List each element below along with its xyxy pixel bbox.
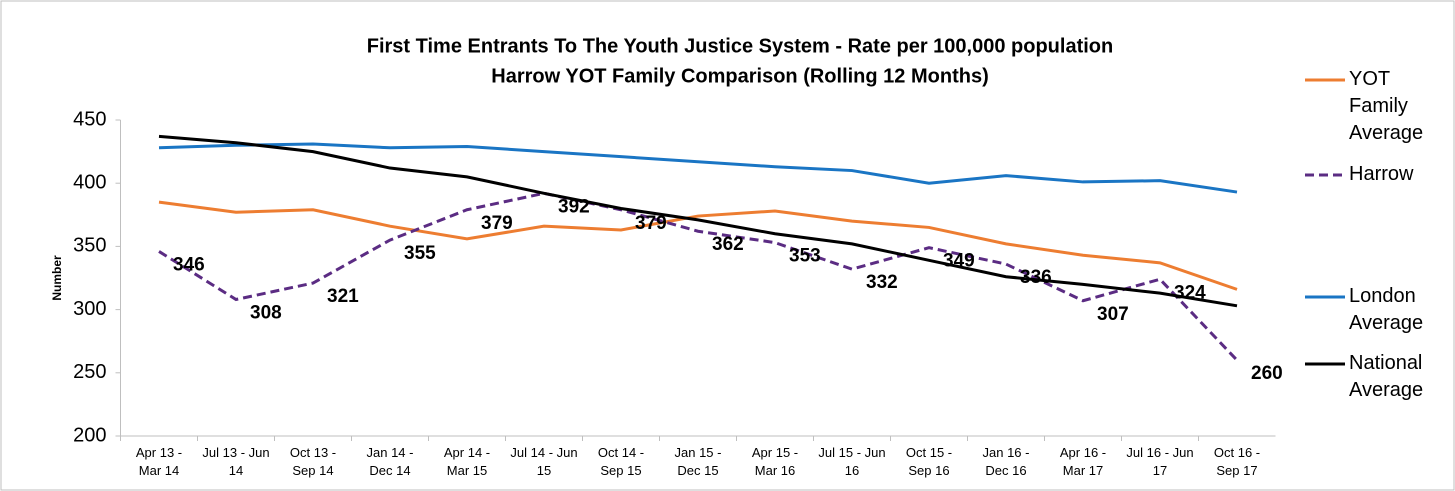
x-tick-label: Apr 14 - Mar 15	[443, 445, 491, 478]
chart-title: First Time Entrants To The Youth Justice…	[367, 35, 1113, 57]
y-tick-label: 300	[73, 298, 106, 320]
y-axis-label: Number	[50, 255, 64, 301]
x-tick-label: Jul 16 - Jun 17	[1126, 445, 1194, 478]
x-tick-label: Apr 16 - Mar 17	[1059, 445, 1107, 478]
x-tick-label: Apr 13 - Mar 14	[135, 445, 183, 478]
legend-label: National Average	[1349, 352, 1424, 401]
data-label: 379	[481, 213, 513, 234]
series-line	[158, 200, 1238, 291]
data-label: 379	[635, 213, 667, 234]
data-label: 355	[404, 243, 436, 264]
data-label: 260	[1251, 363, 1283, 384]
data-label: 336	[1020, 267, 1052, 288]
y-tick-label: 200	[73, 424, 106, 446]
x-tick-label: Jan 15 - Dec 15	[674, 445, 722, 478]
y-tick-label: 250	[73, 361, 106, 383]
data-label: 362	[712, 234, 744, 255]
chart-subtitle: Harrow YOT Family Comparison (Rolling 12…	[491, 65, 988, 87]
x-tick-label: Apr 15 - Mar 16	[751, 445, 799, 478]
x-tick-label: Oct 14 - Sep 15	[597, 445, 645, 478]
data-label: 321	[327, 286, 359, 307]
data-label: 332	[866, 272, 898, 293]
y-tick-label: 350	[73, 235, 106, 257]
x-tick-label: Oct 13 - Sep 14	[289, 445, 337, 478]
legend-label: YOT Family Average	[1349, 68, 1424, 144]
data-label: 346	[173, 254, 205, 275]
legend-label: Harrow	[1349, 163, 1414, 185]
series-line	[158, 134, 1238, 308]
x-tick-label: Jul 14 - Jun 15	[510, 445, 578, 478]
x-tick-label: Oct 15 - Sep 16	[905, 445, 953, 478]
x-tick-label: Jan 16 - Dec 16	[982, 445, 1030, 478]
x-tick-label: Jul 15 - Jun 16	[818, 445, 886, 478]
data-label: 353	[789, 246, 821, 267]
series-line	[158, 191, 1239, 362]
legend-label: London Average	[1349, 285, 1424, 334]
y-tick-label: 450	[73, 108, 106, 130]
x-tick-label: Jan 14 - Dec 14	[366, 445, 414, 478]
y-tick-label: 400	[73, 171, 106, 193]
x-tick-label: Jul 13 - Jun 14	[202, 445, 270, 478]
series-line	[158, 142, 1238, 194]
data-label: 308	[250, 303, 282, 324]
x-tick-label: Oct 16 - Sep 17	[1213, 445, 1261, 478]
data-label: 307	[1097, 304, 1129, 325]
